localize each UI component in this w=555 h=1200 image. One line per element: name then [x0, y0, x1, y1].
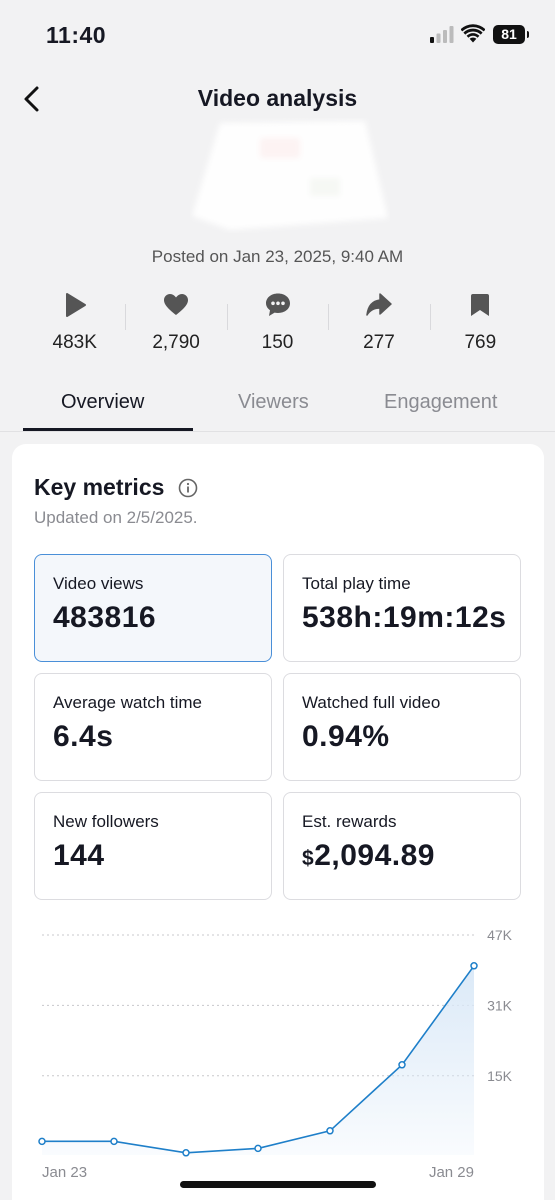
metric-label: New followers — [53, 812, 159, 831]
data-point — [326, 1127, 334, 1135]
play-icon — [65, 293, 86, 317]
analysis-tabs: Overview Viewers Engagement — [0, 380, 555, 432]
wifi-icon — [461, 24, 485, 43]
metric-average-watch-time[interactable]: Average watch time 6.4s — [34, 673, 272, 781]
stat-views: 483K — [24, 290, 125, 360]
comment-icon — [265, 293, 290, 316]
stat-value: 150 — [261, 332, 294, 353]
data-point — [38, 1137, 46, 1146]
tab-viewers[interactable]: Viewers — [238, 391, 309, 413]
status-bar: 11:40 81 — [0, 0, 555, 70]
stat-saves: 769 — [429, 290, 531, 360]
y-tick-label: 15K — [487, 1068, 513, 1084]
video-thumbnail[interactable] — [190, 118, 390, 233]
info-icon[interactable] — [178, 478, 198, 498]
active-tab-indicator — [23, 428, 193, 431]
posted-date: Posted on Jan 23, 2025, 9:40 AM — [151, 247, 404, 266]
updated-date: Updated on 2/5/2025. — [34, 508, 198, 527]
metric-est-rewards[interactable]: Est. rewards $2,094.89 — [283, 792, 521, 900]
stat-value: 277 — [363, 332, 395, 353]
key-metrics-card: Key metrics Updated on 2/5/2025. Video v… — [12, 444, 544, 1200]
tab-overview[interactable]: Overview — [61, 391, 145, 413]
metric-value: 6.4s — [53, 720, 114, 753]
key-metrics-title: Key metrics — [34, 474, 165, 500]
x-tick-label: Jan 29 — [429, 1164, 474, 1179]
stat-shares: 277 — [328, 290, 429, 360]
share-icon — [366, 293, 392, 316]
metric-value: 483816 — [53, 601, 157, 634]
y-tick-label: 31K — [487, 997, 513, 1013]
tab-engagement[interactable]: Engagement — [384, 391, 498, 413]
bookmark-icon — [471, 294, 490, 316]
rewards-amount: 2,094.89 — [314, 839, 435, 872]
views-trend-chart: 47K 31K 15K Jan 23 Jan 29 — [38, 927, 513, 1179]
metric-label: Est. rewards — [302, 812, 397, 831]
status-time: 11:40 — [46, 22, 107, 48]
data-point — [398, 1061, 406, 1069]
heart-icon — [164, 294, 189, 315]
stat-value: 769 — [464, 332, 497, 353]
metric-label: Video views — [53, 574, 144, 593]
metric-value: 538h:19m:12s — [302, 601, 507, 634]
page-title: Video analysis — [197, 85, 358, 111]
metric-label: Watched full video — [302, 693, 441, 712]
area-fill — [42, 965, 474, 1155]
data-point — [470, 962, 478, 970]
battery-level: 81 — [501, 26, 517, 42]
back-button[interactable] — [18, 84, 48, 114]
metric-label: Total play time — [302, 574, 411, 593]
metric-value: $2,094.89 — [302, 839, 435, 873]
currency-symbol: $ — [302, 847, 315, 870]
engagement-stats: 483K 2,790 150 277 769 — [24, 290, 531, 360]
home-indicator — [180, 1181, 376, 1188]
metric-value: 0.94% — [302, 720, 390, 753]
y-tick-label: 47K — [487, 927, 513, 943]
metric-value: 144 — [53, 839, 105, 872]
data-point — [110, 1137, 118, 1146]
metric-video-views[interactable]: Video views 483816 — [34, 554, 272, 662]
data-point — [254, 1144, 262, 1153]
stat-likes: 2,790 — [125, 290, 226, 360]
data-point — [182, 1149, 190, 1157]
battery-icon: 81 — [493, 25, 529, 44]
stat-value: 2,790 — [152, 332, 200, 353]
stat-value: 483K — [52, 332, 97, 353]
cellular-signal-icon — [430, 26, 454, 43]
nav-header: Video analysis — [0, 70, 555, 130]
metric-watched-full-video[interactable]: Watched full video 0.94% — [283, 673, 521, 781]
x-tick-label: Jan 23 — [42, 1164, 87, 1179]
metric-total-play-time[interactable]: Total play time 538h:19m:12s — [283, 554, 521, 662]
metric-label: Average watch time — [53, 693, 202, 712]
stat-comments: 150 — [226, 290, 328, 360]
metric-new-followers[interactable]: New followers 144 — [34, 792, 272, 900]
